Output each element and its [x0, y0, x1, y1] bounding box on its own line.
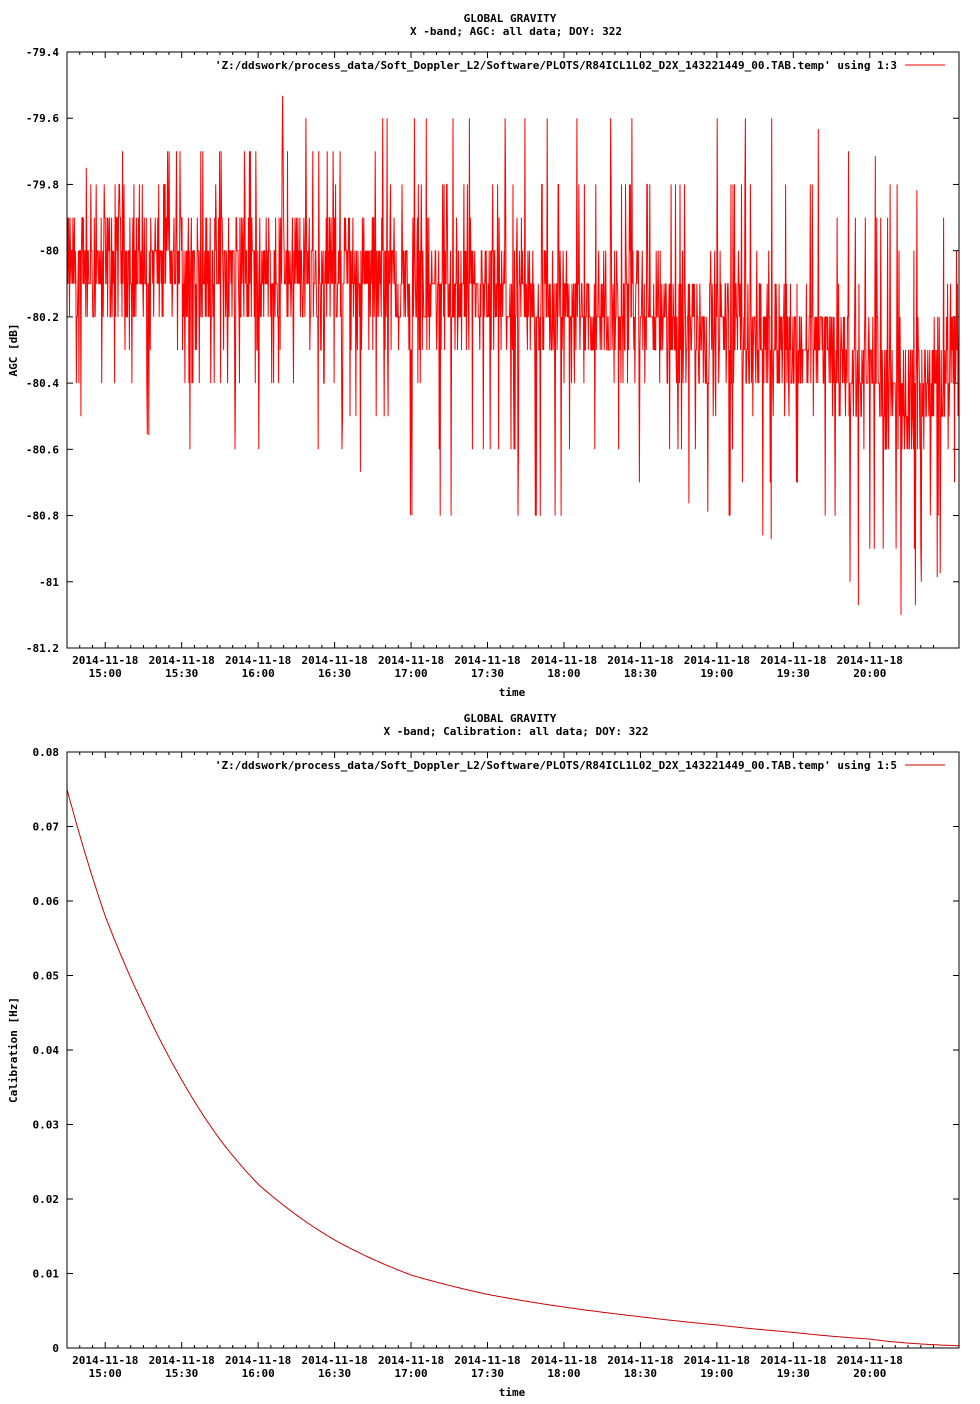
agc-y-tick-label: -80.8: [26, 510, 59, 523]
calibration-x-tick-date: 2014-11-18: [301, 1354, 367, 1367]
calibration-x-tick-date: 2014-11-18: [454, 1354, 520, 1367]
agc-chart-subtitle: X -band; AGC: all data; DOY: 322: [410, 25, 622, 38]
calibration-x-tick-time: 16:30: [318, 1367, 351, 1380]
calibration-y-tick-label: 0: [52, 1342, 59, 1355]
calibration-y-tick-label: 0.02: [33, 1193, 60, 1206]
agc-x-tick-time: 17:30: [471, 667, 504, 680]
agc-chart-title: GLOBAL GRAVITY: [464, 12, 557, 25]
agc-x-tick-time: 16:00: [242, 667, 275, 680]
agc-x-tick-time: 20:00: [853, 667, 886, 680]
agc-y-tick-label: -81.2: [26, 642, 59, 655]
agc-x-tick-time: 17:00: [394, 667, 427, 680]
calibration-x-tick-time: 20:00: [853, 1367, 886, 1380]
calibration-y-tick-label: 0.01: [33, 1268, 60, 1281]
calibration-x-tick-time: 17:00: [394, 1367, 427, 1380]
agc-x-tick-date: 2014-11-18: [607, 654, 673, 667]
calibration-chart-frame: [66, 751, 960, 1349]
agc-x-tick-time: 16:30: [318, 667, 351, 680]
agc-x-tick-date: 2014-11-18: [531, 654, 597, 667]
agc-y-tick-label: -79.4: [26, 46, 59, 59]
agc-x-tick-time: 19:30: [777, 667, 810, 680]
calibration-x-tick-time: 15:00: [89, 1367, 122, 1380]
calibration-chart-subtitle: X -band; Calibration: all data; DOY: 322: [384, 725, 649, 738]
calibration-chart-title: GLOBAL GRAVITY: [464, 712, 557, 725]
calibration-x-tick-date: 2014-11-18: [837, 1354, 903, 1367]
agc-chart-frame: [66, 51, 960, 649]
calibration-x-tick-date: 2014-11-18: [225, 1354, 291, 1367]
agc-x-tick-date: 2014-11-18: [837, 654, 903, 667]
calibration-x-tick-date: 2014-11-18: [760, 1354, 826, 1367]
calibration-series-line: [66, 789, 960, 1347]
agc-x-tick-date: 2014-11-18: [454, 654, 520, 667]
calibration-x-tick-date: 2014-11-18: [531, 1354, 597, 1367]
calibration-x-tick-date: 2014-11-18: [72, 1354, 138, 1367]
agc-y-tick-label: -80.6: [26, 443, 59, 456]
calibration-y-tick-label: 0.04: [33, 1044, 60, 1057]
calibration-x-tick-time: 18:30: [624, 1367, 657, 1380]
calibration-chart-legend-label: 'Z:/ddswork/process_data/Soft_Doppler_L2…: [215, 759, 897, 772]
calibration-x-tick-time: 15:30: [165, 1367, 198, 1380]
agc-y-tick-label: -80.2: [26, 311, 59, 324]
agc-x-tick-date: 2014-11-18: [72, 654, 138, 667]
agc-y-tick-label: -79.8: [26, 178, 59, 191]
calibration-y-tick-label: 0.08: [33, 746, 60, 759]
calibration-y-tick-label: 0.06: [33, 895, 60, 908]
agc-x-tick-time: 15:00: [89, 667, 122, 680]
agc-x-tick-date: 2014-11-18: [684, 654, 750, 667]
agc-x-tick-date: 2014-11-18: [149, 654, 215, 667]
agc-x-tick-date: 2014-11-18: [378, 654, 444, 667]
calibration-x-tick-date: 2014-11-18: [684, 1354, 750, 1367]
agc-x-tick-date: 2014-11-18: [760, 654, 826, 667]
calibration-chart-ylabel: Calibration [Hz]: [7, 997, 20, 1103]
agc-chart-axes: -79.4 -79.6 -79.8 -80 -80.2 -80.4 -80.6 -80.8 -8…: [26, 46, 960, 680]
calibration-y-tick-label: 0.07: [33, 821, 60, 834]
agc-chart-ylabel: AGC [dB]: [7, 324, 20, 377]
agc-chart-xlabel: time: [499, 686, 526, 699]
agc-y-tick-label: -79.6: [26, 112, 59, 125]
agc-x-tick-time: 18:30: [624, 667, 657, 680]
calibration-y-tick-label: 0.05: [33, 970, 60, 983]
calibration-x-tick-time: 16:00: [242, 1367, 275, 1380]
agc-x-tick-date: 2014-11-18: [301, 654, 367, 667]
calibration-chart-axes: 0 0.01 0.02 0.03 0.04 0.05 0.06 0.07 0.08 2014-11…: [33, 746, 960, 1380]
calibration-x-tick-date: 2014-11-18: [149, 1354, 215, 1367]
calibration-x-tick-time: 18:00: [547, 1367, 580, 1380]
agc-y-tick-label: -80: [39, 245, 59, 258]
agc-x-tick-time: 15:30: [165, 667, 198, 680]
agc-y-tick-label: -81: [39, 576, 59, 589]
agc-x-tick-date: 2014-11-18: [225, 654, 291, 667]
calibration-x-tick-time: 19:30: [777, 1367, 810, 1380]
agc-chart-legend-label: 'Z:/ddswork/process_data/Soft_Doppler_L2…: [215, 59, 897, 72]
calibration-x-tick-date: 2014-11-18: [378, 1354, 444, 1367]
calibration-x-tick-time: 17:30: [471, 1367, 504, 1380]
calibration-chart-xlabel: time: [499, 1386, 526, 1399]
agc-x-tick-time: 19:00: [700, 667, 733, 680]
calibration-x-tick-date: 2014-11-18: [607, 1354, 673, 1367]
agc-series-line: [66, 95, 960, 615]
calibration-y-tick-label: 0.03: [33, 1119, 60, 1132]
calibration-x-tick-time: 19:00: [700, 1367, 733, 1380]
agc-chart: GLOBAL GRAVITY X -band; AGC: all data; D…: [7, 12, 960, 699]
agc-y-tick-label: -80.4: [26, 377, 59, 390]
agc-x-tick-time: 18:00: [547, 667, 580, 680]
calibration-chart: GLOBAL GRAVITY X -band; Calibration: all…: [7, 712, 960, 1399]
